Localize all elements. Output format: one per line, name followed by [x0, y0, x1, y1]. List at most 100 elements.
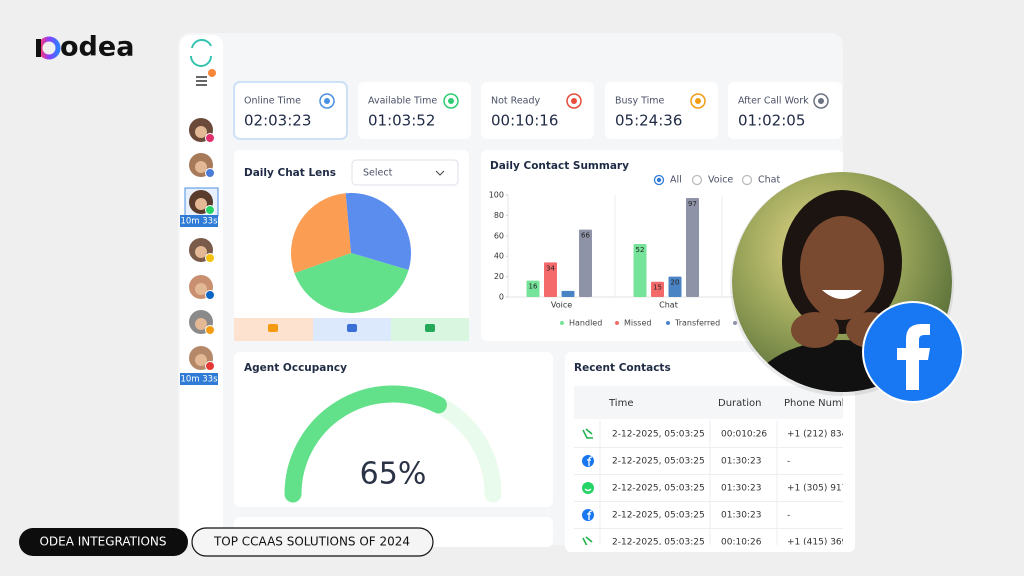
stat-icon-dot — [818, 98, 824, 104]
stat-icon — [690, 93, 706, 109]
bar-label: 34 — [546, 264, 555, 272]
bar — [561, 290, 575, 297]
table-cell: - — [787, 511, 790, 521]
stat-label: Not Ready — [491, 96, 541, 107]
channel-badge — [205, 361, 215, 371]
legend-dot — [666, 321, 670, 325]
table-cell: 00:10:26 — [721, 538, 762, 548]
table-cell: - — [787, 457, 790, 467]
channel-badge — [205, 253, 215, 263]
channel-badge — [205, 168, 215, 178]
hand — [791, 312, 839, 348]
bar — [579, 229, 592, 297]
stat-value: 05:24:36 — [615, 112, 682, 130]
timer: 10m 33s — [180, 375, 218, 385]
stat-icon-dot — [695, 98, 701, 104]
table-cell: 01:30:23 — [721, 457, 761, 467]
menu-icon — [196, 76, 207, 86]
table-cell: 2-12-2025, 05:03:25 — [612, 511, 705, 521]
stat-card — [358, 82, 471, 139]
legend-label: Handled — [569, 319, 602, 328]
bar — [686, 198, 699, 297]
radio[interactable] — [691, 174, 703, 186]
table-cell: 2-12-2025, 05:03:25 — [612, 457, 705, 467]
bar-label: 20 — [671, 279, 680, 287]
filter-label: Chat — [758, 175, 780, 186]
y-tick-label: 60 — [494, 231, 504, 240]
stat-card — [605, 82, 718, 139]
bar — [526, 280, 540, 297]
stat-label: Online Time — [244, 96, 301, 107]
radio[interactable] — [741, 174, 753, 186]
stat-icon — [443, 93, 459, 109]
card-title: Daily Chat Lens — [244, 167, 336, 179]
badge-text: ODEA INTEGRATIONS — [39, 535, 166, 549]
y-tick-label: 80 — [494, 211, 504, 220]
avatar-face — [195, 354, 207, 366]
bar — [651, 281, 664, 297]
stat-card — [481, 82, 594, 139]
stat-card — [728, 82, 842, 139]
badge — [19, 528, 188, 556]
table-cell: 01:30:23 — [721, 511, 761, 521]
stat-icon — [566, 93, 582, 109]
stat-label: Busy Time — [615, 96, 665, 107]
legend-label: Missed — [624, 319, 651, 328]
bar-label: 66 — [581, 232, 590, 240]
avatar-face — [195, 126, 207, 138]
avatar-face — [195, 283, 207, 295]
select-text: Select — [363, 168, 393, 179]
stat-icon-dot — [448, 98, 454, 104]
legend-dot — [615, 321, 619, 325]
timer-chip — [180, 215, 218, 227]
avatar-face — [195, 198, 207, 210]
pie-slice — [294, 253, 409, 313]
y-tick-label: 100 — [489, 191, 504, 200]
tab-icon — [347, 324, 357, 332]
channel-glyph — [587, 510, 593, 520]
stat-icon-dot — [571, 98, 577, 104]
card-title: Recent Contacts — [574, 362, 671, 374]
channel-badge — [205, 290, 215, 300]
stat-icon-dot — [324, 98, 330, 104]
avatar-face — [195, 161, 207, 173]
notify-dot — [208, 69, 216, 77]
channel-badge — [205, 325, 215, 335]
column-header: Duration — [718, 398, 761, 409]
filter-label: Voice — [708, 175, 733, 186]
call-icon — [582, 428, 593, 439]
table-cell: +1 (415) 369 — [787, 538, 848, 548]
channel-badge — [205, 205, 215, 215]
channel-icon — [582, 509, 594, 521]
chevron — [435, 170, 445, 176]
legend-dot — [733, 321, 737, 325]
stat-value: 01:03:52 — [368, 112, 435, 130]
table-cell: +1 (305) 917-2 — [787, 484, 856, 494]
card-title: Daily Contact Summary — [490, 160, 629, 172]
gauge-value: 65% — [360, 457, 427, 492]
table-cell: 2-12-2025, 05:03:25 — [612, 484, 705, 494]
occupancy-card — [234, 352, 553, 507]
smile — [822, 290, 862, 299]
table-cell: 01:30:23 — [721, 484, 761, 494]
stat-icon — [319, 93, 335, 109]
stat-label: After Call Work — [738, 96, 809, 107]
facebook-glyph — [897, 324, 930, 390]
pie-slice — [345, 193, 411, 270]
column-header: Time — [608, 398, 633, 409]
logo: odea — [36, 32, 134, 63]
badge — [191, 527, 434, 557]
tab-icon — [268, 324, 278, 332]
y-tick-label: 40 — [494, 252, 504, 261]
loader — [190, 38, 212, 67]
x-tick-label: Chat — [659, 301, 678, 310]
x-tick-label: Voice — [551, 301, 572, 310]
card-title: Agent Occupancy — [244, 362, 347, 374]
brand: odea — [60, 32, 134, 63]
table-cell: 00:010:26 — [721, 430, 767, 440]
avatar-face — [195, 246, 207, 258]
contacts-table: Recent Contacts Time Duration Phone Numb 2-1… — [574, 362, 856, 548]
bar — [633, 243, 647, 297]
select-box[interactable] — [351, 159, 459, 186]
